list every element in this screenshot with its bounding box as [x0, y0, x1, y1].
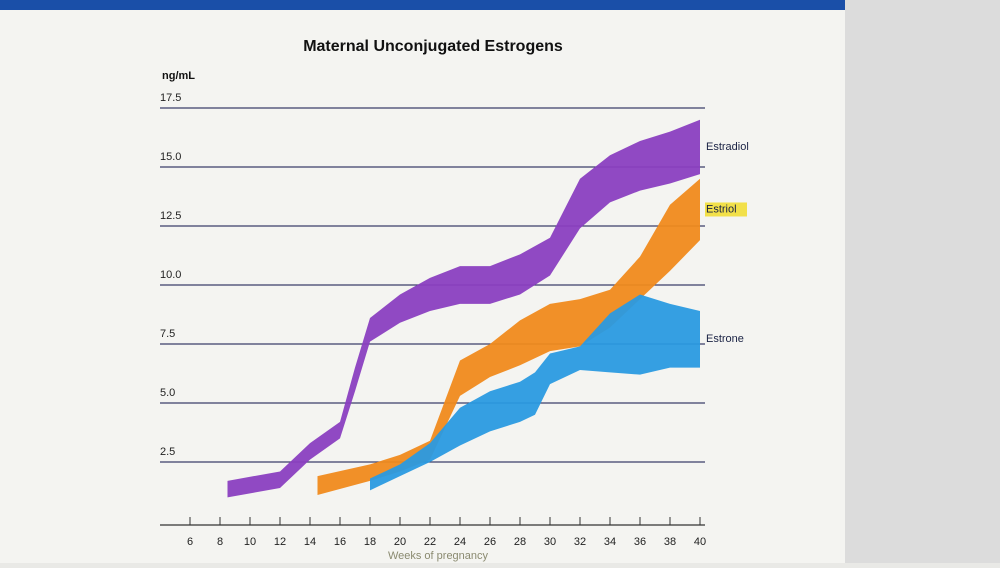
range-band: [370, 294, 700, 491]
screen: [0, 0, 845, 563]
series-label: Estriol: [706, 203, 737, 215]
x-tick-label: 40: [694, 536, 706, 548]
y-tick-label: 10.0: [160, 269, 181, 281]
side-panel: [845, 0, 1000, 563]
y-tick-label: 2.5: [160, 446, 175, 458]
y-axis-label: ng/mL: [162, 70, 195, 82]
x-tick-label: 22: [424, 536, 436, 548]
x-tick-label: 14: [304, 536, 316, 548]
x-tick-label: 8: [217, 536, 223, 548]
series-label: Estrone: [706, 333, 744, 345]
top-bar: [0, 0, 845, 10]
x-tick-label: 26: [484, 536, 496, 548]
series-label: Estradiol: [706, 141, 749, 153]
x-tick-label: 38: [664, 536, 676, 548]
x-tick-label: 16: [334, 536, 346, 548]
x-tick-label: 32: [574, 536, 586, 548]
x-tick-label: 30: [544, 536, 556, 548]
x-tick-label: 10: [244, 536, 256, 548]
x-tick-label: 28: [514, 536, 526, 548]
x-tick-label: 36: [634, 536, 646, 548]
y-tick-label: 7.5: [160, 328, 175, 340]
x-tick-label: 34: [604, 536, 616, 548]
label-highlight: [705, 202, 747, 217]
y-tick-label: 5.0: [160, 387, 175, 399]
x-tick-label: 12: [274, 536, 286, 548]
y-tick-label: 15.0: [160, 151, 181, 163]
y-tick-label: 17.5: [160, 92, 181, 104]
chart-title: Maternal Unconjugated Estrogens: [303, 38, 563, 55]
x-tick-label: 6: [187, 536, 193, 548]
x-axis-label: Weeks of pregnancy: [388, 550, 489, 562]
x-tick-label: 20: [394, 536, 406, 548]
y-tick-label: 12.5: [160, 210, 181, 222]
range-band: [227, 119, 700, 498]
range-band: [317, 178, 700, 496]
x-tick-label: 24: [454, 536, 466, 548]
x-tick-label: 18: [364, 536, 376, 548]
